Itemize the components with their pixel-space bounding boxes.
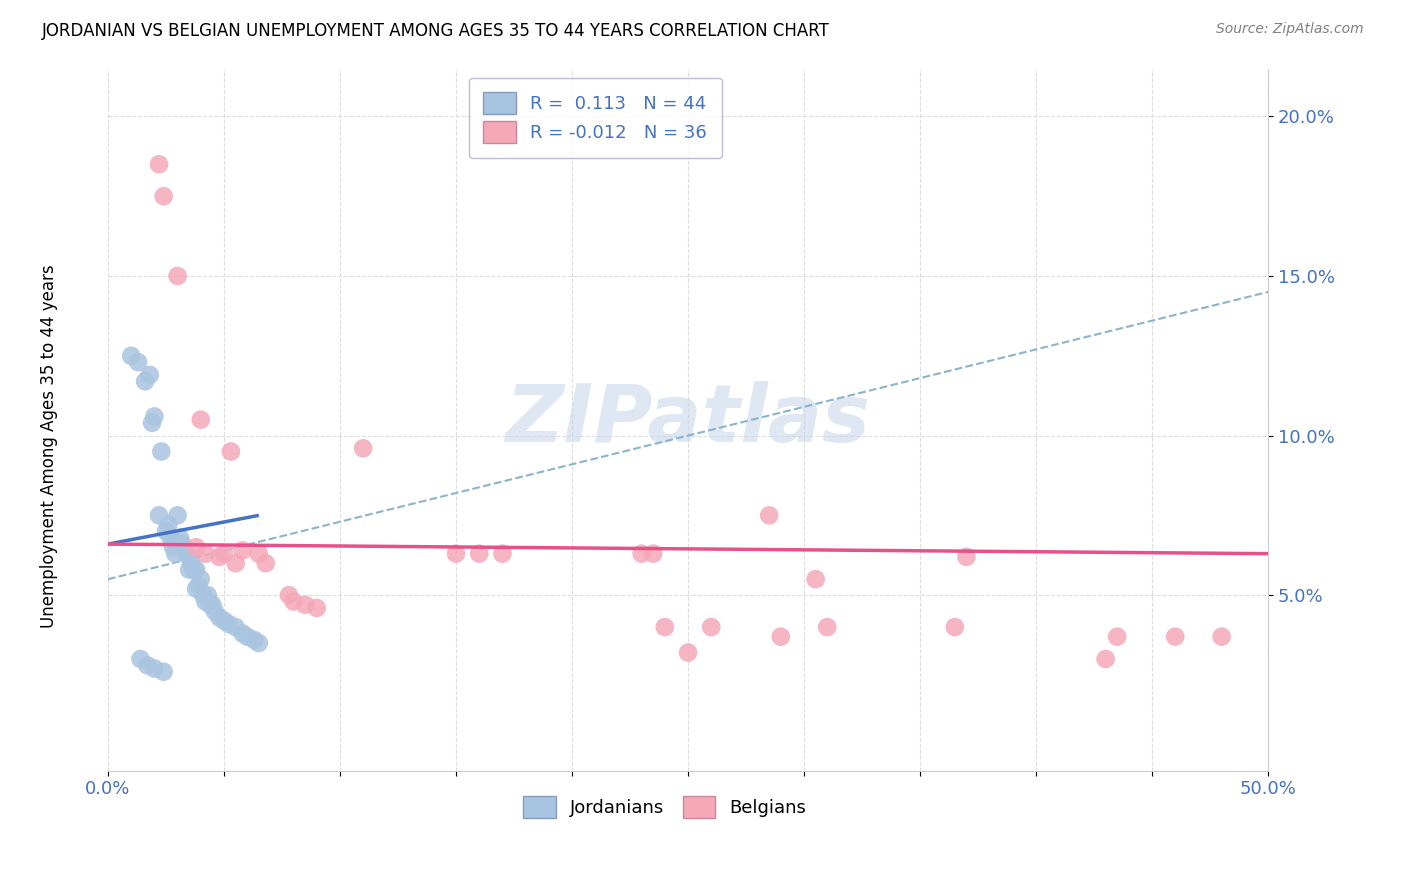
Point xyxy=(148,508,170,523)
Point xyxy=(643,547,665,561)
Point xyxy=(243,632,266,647)
Text: JORDANIAN VS BELGIAN UNEMPLOYMENT AMONG AGES 35 TO 44 YEARS CORRELATION CHART: JORDANIAN VS BELGIAN UNEMPLOYMENT AMONG … xyxy=(42,22,830,40)
Point xyxy=(179,549,201,564)
Point xyxy=(186,582,208,596)
Point xyxy=(190,412,212,426)
Point xyxy=(176,547,198,561)
Point xyxy=(139,368,162,382)
Point xyxy=(225,620,247,634)
Point xyxy=(187,578,209,592)
Point xyxy=(173,541,195,555)
Point xyxy=(278,588,301,602)
Text: ZIPatlas: ZIPatlas xyxy=(506,381,870,458)
Point xyxy=(955,549,977,564)
Point xyxy=(218,616,240,631)
Point xyxy=(143,662,166,676)
Point xyxy=(305,601,328,615)
Point xyxy=(152,665,174,679)
Point xyxy=(152,189,174,203)
Point xyxy=(169,531,191,545)
Point xyxy=(352,442,374,456)
Point xyxy=(1094,652,1116,666)
Point xyxy=(700,620,723,634)
Point xyxy=(254,556,277,570)
Point xyxy=(208,610,231,624)
Point xyxy=(180,556,202,570)
Point xyxy=(444,547,467,561)
Point xyxy=(141,416,163,430)
Point xyxy=(943,620,966,634)
Point xyxy=(219,444,242,458)
Point xyxy=(162,541,184,555)
Point xyxy=(197,588,219,602)
Point xyxy=(236,630,259,644)
Point xyxy=(758,508,780,523)
Point xyxy=(294,598,316,612)
Point xyxy=(804,572,827,586)
Point xyxy=(127,355,149,369)
Point xyxy=(186,541,208,555)
Point xyxy=(190,572,212,586)
Point xyxy=(247,636,270,650)
Point xyxy=(166,508,188,523)
Point xyxy=(630,547,652,561)
Text: Source: ZipAtlas.com: Source: ZipAtlas.com xyxy=(1216,22,1364,37)
Point xyxy=(232,626,254,640)
Point xyxy=(134,374,156,388)
Point xyxy=(212,614,235,628)
Point xyxy=(172,537,194,551)
Point xyxy=(1107,630,1129,644)
Point xyxy=(143,409,166,424)
Point xyxy=(468,547,491,561)
Point xyxy=(247,547,270,561)
Point xyxy=(129,652,152,666)
Point xyxy=(225,556,247,570)
Point xyxy=(194,547,217,561)
Point xyxy=(166,268,188,283)
Point xyxy=(208,549,231,564)
Point xyxy=(815,620,838,634)
Point xyxy=(157,517,180,532)
Point xyxy=(148,157,170,171)
Point xyxy=(654,620,676,634)
Point xyxy=(212,547,235,561)
Point xyxy=(165,547,187,561)
Point xyxy=(198,598,221,612)
Point xyxy=(232,543,254,558)
Point xyxy=(186,563,208,577)
Point xyxy=(283,594,305,608)
Point xyxy=(676,646,699,660)
Point xyxy=(204,604,226,618)
Point xyxy=(179,563,201,577)
Point xyxy=(769,630,792,644)
Text: Unemployment Among Ages 35 to 44 years: Unemployment Among Ages 35 to 44 years xyxy=(41,264,58,628)
Point xyxy=(1211,630,1233,644)
Point xyxy=(155,524,177,539)
Point xyxy=(120,349,142,363)
Point xyxy=(150,444,173,458)
Point xyxy=(194,594,217,608)
Point xyxy=(159,531,181,545)
Point xyxy=(201,598,224,612)
Point xyxy=(1164,630,1187,644)
Point xyxy=(491,547,513,561)
Legend: Jordanians, Belgians: Jordanians, Belgians xyxy=(516,789,814,825)
Point xyxy=(183,563,205,577)
Point xyxy=(136,658,159,673)
Point xyxy=(191,588,214,602)
